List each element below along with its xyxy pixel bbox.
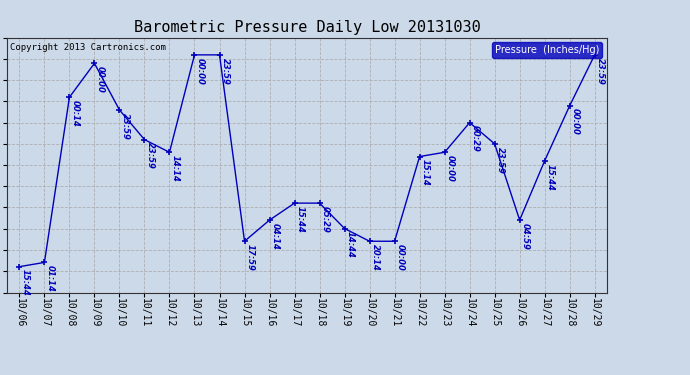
Text: Copyright 2013 Cartronics.com: Copyright 2013 Cartronics.com (10, 43, 166, 52)
Text: 00:00: 00:00 (195, 58, 204, 84)
Text: 00:00: 00:00 (571, 108, 580, 135)
Text: 15:44: 15:44 (21, 270, 30, 296)
Pressure  (Inches/Hg) (266, 218, 274, 222)
Line: Pressure  (Inches/Hg): Pressure (Inches/Hg) (16, 51, 598, 270)
Text: 04:59: 04:59 (521, 223, 530, 250)
Text: 15:14: 15:14 (421, 159, 430, 186)
Pressure  (Inches/Hg) (440, 150, 449, 154)
Pressure  (Inches/Hg) (290, 201, 299, 206)
Pressure  (Inches/Hg) (166, 150, 174, 154)
Text: 15:44: 15:44 (295, 206, 304, 233)
Text: 00:00: 00:00 (446, 155, 455, 182)
Text: 23:59: 23:59 (146, 142, 155, 169)
Pressure  (Inches/Hg) (240, 239, 248, 243)
Text: 05:29: 05:29 (321, 206, 330, 233)
Pressure  (Inches/Hg) (340, 226, 348, 231)
Text: 00:00: 00:00 (95, 66, 104, 93)
Legend: Pressure  (Inches/Hg): Pressure (Inches/Hg) (492, 42, 602, 58)
Pressure  (Inches/Hg) (40, 260, 48, 265)
Text: 04:14: 04:14 (270, 223, 279, 250)
Text: 00:14: 00:14 (70, 100, 79, 127)
Pressure  (Inches/Hg) (140, 137, 148, 142)
Text: 17:59: 17:59 (246, 244, 255, 271)
Text: 15:44: 15:44 (546, 164, 555, 190)
Pressure  (Inches/Hg) (566, 104, 574, 108)
Pressure  (Inches/Hg) (190, 53, 199, 57)
Pressure  (Inches/Hg) (215, 53, 224, 57)
Text: 23:59: 23:59 (121, 113, 130, 140)
Title: Barometric Pressure Daily Low 20131030: Barometric Pressure Daily Low 20131030 (134, 20, 480, 35)
Pressure  (Inches/Hg) (391, 239, 399, 243)
Text: 23:59: 23:59 (221, 58, 230, 84)
Text: 14:14: 14:14 (170, 155, 179, 182)
Text: 00:00: 00:00 (395, 244, 404, 271)
Pressure  (Inches/Hg) (90, 61, 99, 66)
Pressure  (Inches/Hg) (491, 142, 499, 146)
Pressure  (Inches/Hg) (66, 95, 74, 99)
Text: 23:59: 23:59 (595, 58, 604, 84)
Text: 20:14: 20:14 (371, 244, 380, 271)
Pressure  (Inches/Hg) (415, 154, 424, 159)
Pressure  (Inches/Hg) (466, 120, 474, 125)
Text: 14:44: 14:44 (346, 231, 355, 258)
Text: 01:14: 01:14 (46, 265, 55, 292)
Pressure  (Inches/Hg) (591, 53, 599, 57)
Pressure  (Inches/Hg) (515, 218, 524, 222)
Text: 23:59: 23:59 (495, 147, 504, 174)
Pressure  (Inches/Hg) (15, 264, 23, 269)
Pressure  (Inches/Hg) (315, 201, 324, 206)
Pressure  (Inches/Hg) (366, 239, 374, 243)
Text: 00:29: 00:29 (471, 125, 480, 152)
Pressure  (Inches/Hg) (115, 108, 124, 112)
Pressure  (Inches/Hg) (540, 159, 549, 163)
